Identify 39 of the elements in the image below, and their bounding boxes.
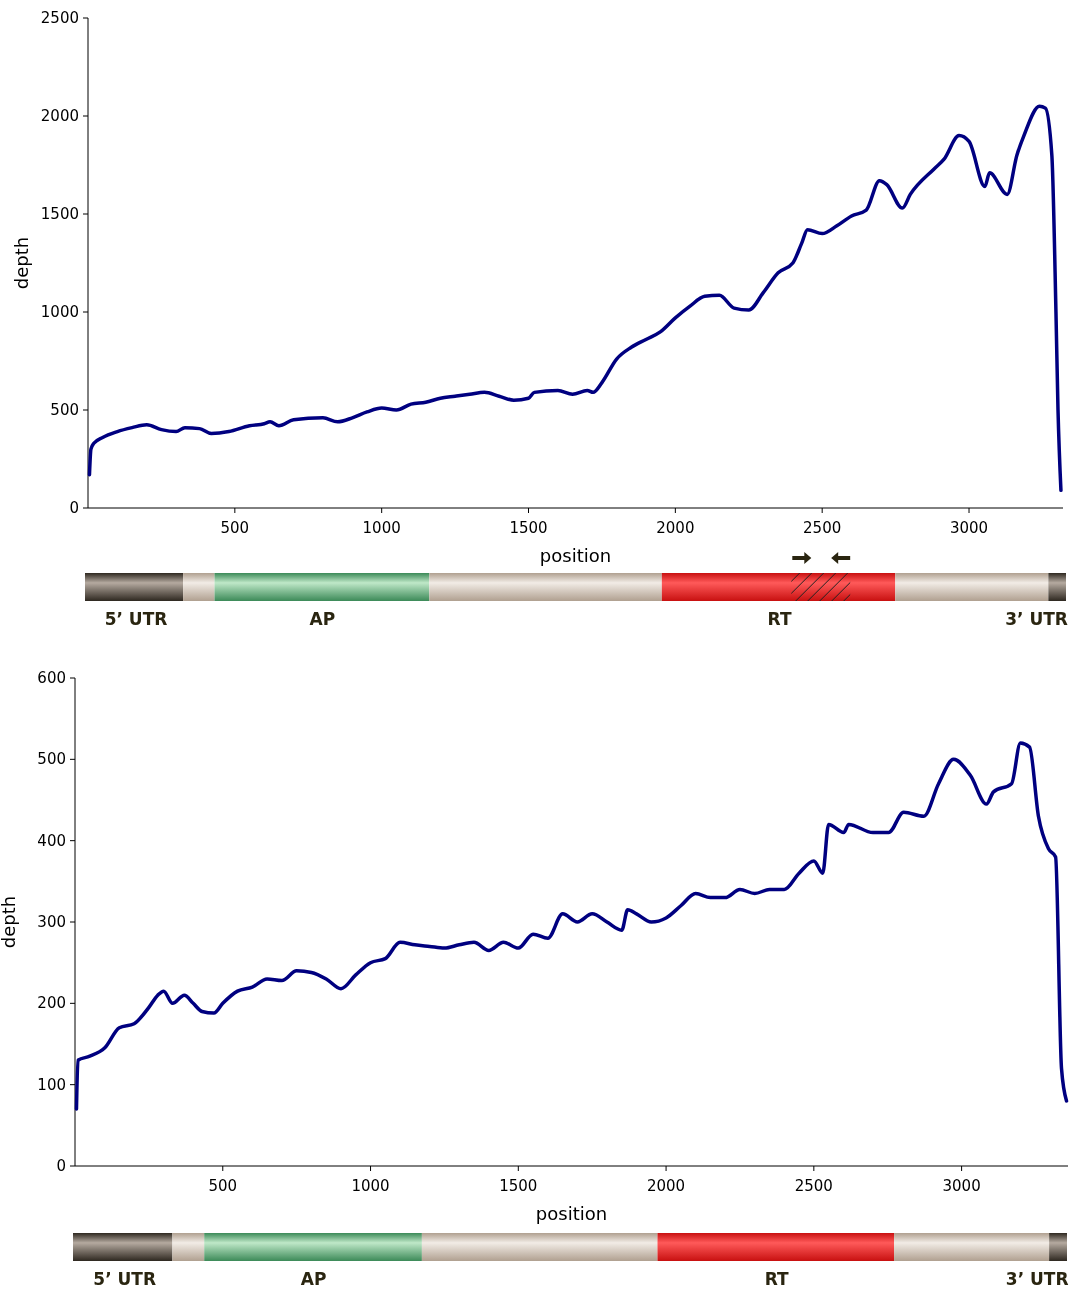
x-tick-label: 2500 [794,1177,833,1195]
y-axis-title: depth [11,236,32,290]
y-tick-label: 400 [37,831,66,850]
x-tick-label: 2500 [803,519,842,537]
text: 3’ UTR [1005,609,1068,629]
y-tick-label: 100 [37,1075,66,1094]
y-tick-label: 200 [37,994,66,1013]
x-tick-label: 500 [208,1177,238,1195]
x-axis-title: position [535,1203,608,1224]
y-tick-label: 500 [37,750,66,769]
line-series [74,741,1069,1111]
x-tick-label: 2000 [646,1177,686,1195]
y-tick-label: 300 [37,913,66,931]
x-tick-label: 3000 [949,519,989,537]
y-tick-label: 0 [69,499,79,517]
x-axis-title: position [539,545,612,566]
y-tick-label: 600 [37,669,66,687]
x-tick-label: 2000 [656,519,695,537]
x-tick-label: 1000 [362,519,401,537]
x-tick-label: 500 [220,519,250,537]
y-tick-label: 1500 [40,205,79,223]
x-tick-label: 1500 [499,1177,538,1195]
text: 3’ UTR [1005,1269,1069,1289]
x-tick-label: 1000 [351,1177,390,1195]
y-tick-label: 2500 [40,9,79,27]
x-tick-label: 1500 [509,519,548,537]
y-tick-label: 1000 [40,303,79,321]
y-tick-label: 2000 [40,107,79,125]
y-tick-label: 0 [56,1157,66,1175]
text: AP [309,609,336,629]
y-axis-title: depth [0,895,19,949]
text: RT [764,1269,790,1289]
text: 5’ UTR [93,1269,157,1289]
text: AP [300,1269,327,1289]
text: 5’ UTR [104,609,168,629]
y-tick-label: 500 [50,401,79,419]
text: RT [767,609,792,629]
line-series [87,104,1063,493]
x-tick-label: 3000 [942,1177,981,1195]
